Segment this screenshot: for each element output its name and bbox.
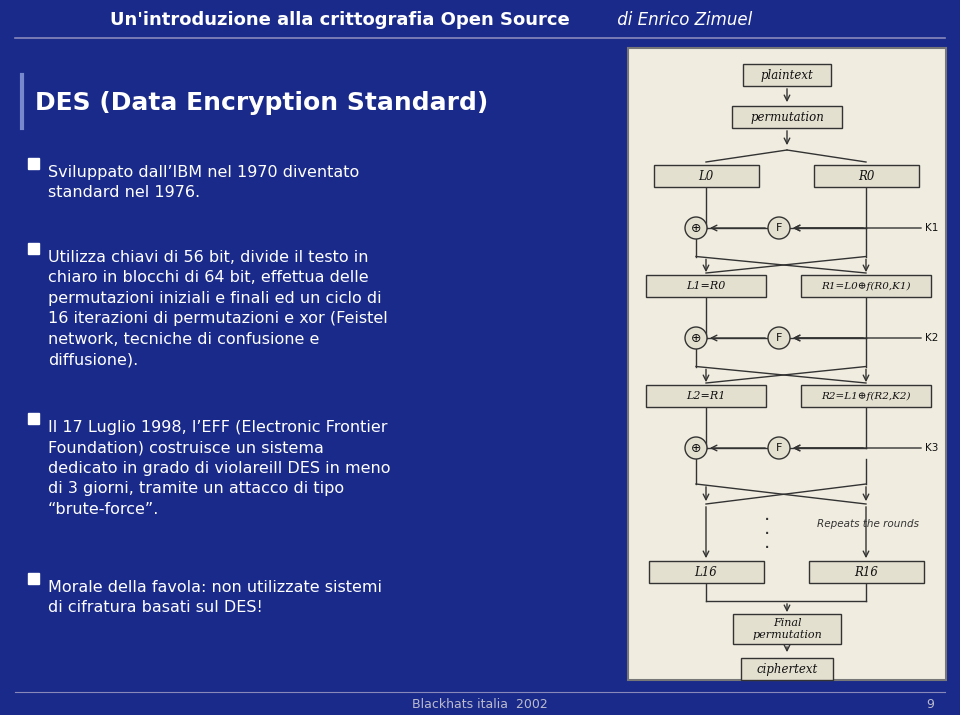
Text: plaintext: plaintext	[760, 69, 813, 82]
Text: di Enrico Zimuel: di Enrico Zimuel	[612, 11, 753, 29]
Text: Final
permutation: Final permutation	[752, 618, 822, 640]
FancyBboxPatch shape	[28, 413, 39, 424]
FancyBboxPatch shape	[628, 48, 946, 680]
Text: R1=L0⊕f(R0,K1): R1=L0⊕f(R0,K1)	[821, 282, 911, 290]
Text: ciphertext: ciphertext	[756, 663, 818, 676]
Text: R0: R0	[858, 169, 875, 182]
Circle shape	[685, 327, 707, 349]
Text: Sviluppato dall’IBM nel 1970 diventato
standard nel 1976.: Sviluppato dall’IBM nel 1970 diventato s…	[48, 165, 359, 200]
Text: permutation: permutation	[750, 111, 824, 124]
Circle shape	[685, 437, 707, 459]
Text: L0: L0	[698, 169, 713, 182]
FancyBboxPatch shape	[654, 165, 758, 187]
Text: K2: K2	[924, 333, 938, 343]
Text: K1: K1	[924, 223, 938, 233]
FancyBboxPatch shape	[646, 275, 766, 297]
Text: F: F	[776, 223, 782, 233]
FancyBboxPatch shape	[813, 165, 919, 187]
FancyBboxPatch shape	[732, 106, 842, 128]
Text: Morale della favola: non utilizzate sistemi
di cifratura basati sul DES!: Morale della favola: non utilizzate sist…	[48, 580, 382, 616]
Circle shape	[768, 217, 790, 239]
Text: ⊕: ⊕	[691, 222, 701, 235]
Text: L16: L16	[695, 566, 717, 578]
Text: ⊕: ⊕	[691, 441, 701, 455]
FancyBboxPatch shape	[28, 573, 39, 584]
Circle shape	[768, 437, 790, 459]
Text: Repeats the rounds: Repeats the rounds	[817, 519, 919, 529]
Text: 9: 9	[926, 698, 934, 711]
FancyBboxPatch shape	[741, 658, 833, 680]
FancyBboxPatch shape	[646, 385, 766, 407]
Text: Utilizza chiavi di 56 bit, divide il testo in
chiaro in blocchi di 64 bit, effet: Utilizza chiavi di 56 bit, divide il tes…	[48, 250, 388, 367]
Circle shape	[685, 217, 707, 239]
FancyBboxPatch shape	[649, 561, 763, 583]
Text: R2=L1⊕f(R2,K2): R2=L1⊕f(R2,K2)	[821, 391, 911, 400]
FancyBboxPatch shape	[743, 64, 831, 86]
FancyBboxPatch shape	[28, 243, 39, 254]
Text: Un'introduzione alla crittografia Open Source: Un'introduzione alla crittografia Open S…	[110, 11, 570, 29]
Text: ⊕: ⊕	[691, 332, 701, 345]
Text: L1=R0: L1=R0	[686, 281, 726, 291]
FancyBboxPatch shape	[808, 561, 924, 583]
Text: .: .	[764, 505, 770, 523]
Text: F: F	[776, 443, 782, 453]
Text: L2=R1: L2=R1	[686, 391, 726, 401]
Text: Il 17 Luglio 1998, l’EFF (Electronic Frontier
Foundation) costruisce un sistema
: Il 17 Luglio 1998, l’EFF (Electronic Fro…	[48, 420, 391, 517]
Text: .: .	[764, 533, 770, 551]
Text: .: .	[764, 518, 770, 538]
Text: DES (Data Encryption Standard): DES (Data Encryption Standard)	[35, 91, 489, 115]
Text: K3: K3	[924, 443, 938, 453]
Circle shape	[768, 327, 790, 349]
Text: R16: R16	[854, 566, 878, 578]
FancyBboxPatch shape	[733, 614, 841, 644]
FancyBboxPatch shape	[801, 275, 931, 297]
Text: F: F	[776, 333, 782, 343]
FancyBboxPatch shape	[28, 158, 39, 169]
Text: Blackhats italia  2002: Blackhats italia 2002	[412, 698, 548, 711]
FancyBboxPatch shape	[801, 385, 931, 407]
